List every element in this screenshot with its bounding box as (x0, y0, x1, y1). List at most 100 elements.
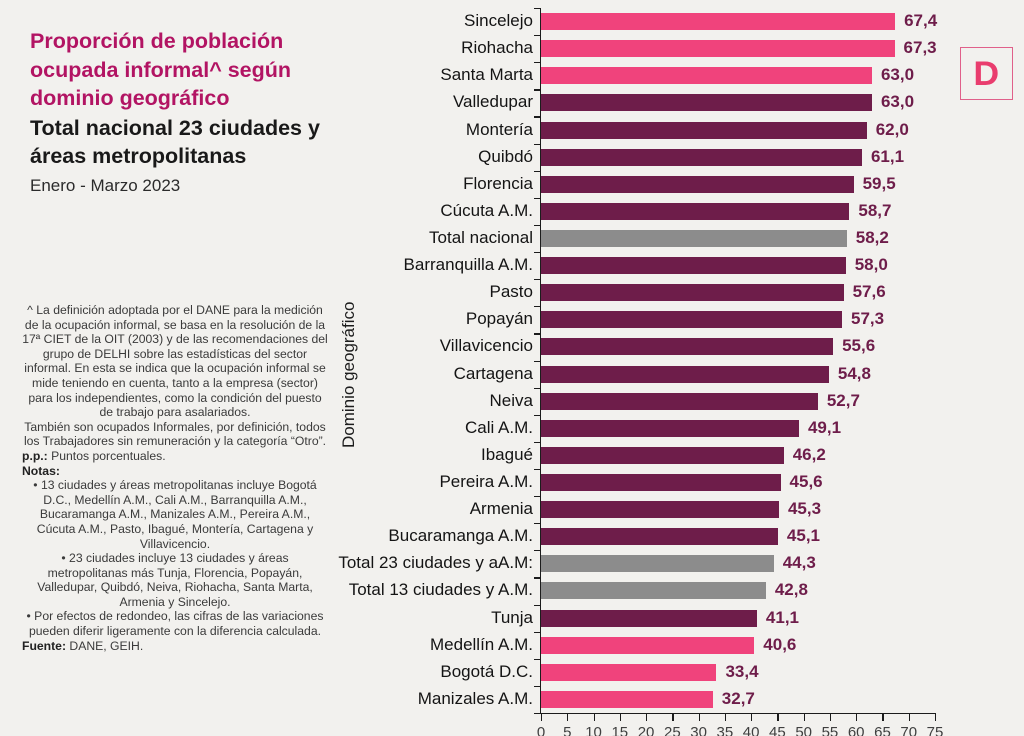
category-label: Santa Marta (440, 65, 533, 85)
category-label: Riohacha (461, 38, 533, 58)
y-axis-tick (534, 604, 540, 606)
value-label: 32,7 (721, 688, 755, 708)
category-label: Florencia (463, 173, 533, 193)
bar (541, 636, 755, 654)
dane-logo: D (960, 47, 1013, 100)
note-text: Puntos porcentuales. (47, 448, 166, 463)
value-label: 52,7 (826, 390, 860, 410)
x-axis-tick-label: 35 (716, 724, 734, 736)
category-label: Sincelejo (464, 11, 533, 31)
value-label: 63,0 (880, 65, 915, 85)
note-text: DANE, GEIH. (66, 638, 144, 653)
x-axis-tick (646, 714, 648, 721)
bar (541, 690, 713, 708)
y-axis-tick (534, 631, 540, 633)
y-axis-title: Dominio geográfico (339, 301, 358, 449)
x-axis-tick (567, 714, 569, 721)
y-axis-tick (534, 658, 540, 660)
value-label: 42,8 (774, 580, 808, 600)
x-axis-line (540, 713, 936, 715)
bar (541, 419, 799, 437)
bar (541, 284, 844, 302)
x-axis-tick-label: 50 (795, 724, 812, 736)
bar (541, 555, 774, 573)
category-label: Total nacional (429, 227, 533, 247)
note-line: Notas: (22, 464, 328, 479)
value-label: 61,1 (870, 146, 905, 166)
note-line: • Por efectos de redondeo, las cifras de… (22, 609, 328, 638)
x-axis-tick-label: 55 (821, 724, 839, 736)
y-axis-tick (534, 224, 540, 227)
y-axis-tick (534, 577, 540, 579)
category-label: Cúcuta A.M. (440, 200, 533, 220)
y-axis-line (540, 8, 542, 713)
y-axis-tick (534, 62, 540, 64)
x-axis-tick (856, 714, 858, 721)
bar (541, 392, 818, 410)
x-axis-tick-label: 60 (847, 724, 865, 736)
category-label: Tunja (491, 607, 533, 627)
y-axis-tick (534, 360, 540, 362)
bar (541, 13, 896, 31)
value-label: 45,3 (787, 499, 822, 519)
x-axis-tick (698, 714, 700, 721)
x-axis-tick-label: 10 (585, 724, 602, 736)
note-line: ^ La definición adoptada por el DANE par… (22, 303, 328, 420)
y-axis-tick (534, 116, 540, 118)
category-label: Neiva (489, 390, 533, 410)
category-label: Bucaramanga A.M. (388, 526, 533, 546)
value-label: 58,0 (854, 255, 888, 275)
note-line: p.p.: Puntos porcentuales. (22, 449, 328, 464)
category-label: Total 23 ciudades y aA.M: (338, 553, 533, 573)
bar (541, 202, 850, 220)
value-label: 33,4 (725, 661, 759, 681)
x-axis-tick-label: 30 (690, 724, 707, 736)
bar (541, 229, 847, 247)
x-axis-tick (672, 714, 674, 721)
note-line: También son ocupados Informales, por def… (22, 420, 328, 449)
bar (541, 148, 862, 166)
category-label: Bogotá D.C. (440, 661, 533, 681)
bar (541, 257, 846, 275)
y-axis-tick (534, 550, 540, 552)
x-axis-tick-label: 70 (900, 724, 918, 736)
value-label: 45,1 (786, 526, 821, 546)
y-axis-tick (534, 523, 540, 525)
y-axis-tick (534, 306, 540, 308)
x-axis-tick-label: 25 (663, 724, 681, 736)
x-axis-tick (829, 714, 832, 721)
value-label: 44,3 (782, 553, 816, 573)
note-text: También son ocupados Informales, por def… (23, 419, 327, 449)
value-label: 58,7 (858, 200, 892, 220)
dane-logo-letter: D (973, 54, 1000, 93)
x-axis-tick (777, 714, 779, 721)
category-label: Valledupar (452, 92, 533, 112)
value-label: 40,6 (763, 634, 797, 654)
y-axis-tick (534, 333, 540, 335)
note-text: • 13 ciudades y áreas metropolitanas inc… (33, 478, 317, 551)
x-axis-tick-label: 65 (874, 724, 891, 736)
category-label: Medellín A.M. (430, 634, 533, 654)
note-text: ^ La definición adoptada por el DANE par… (22, 303, 328, 420)
x-axis-tick (593, 714, 595, 721)
bar (541, 609, 757, 627)
note-bold-prefix: Fuente: (22, 638, 67, 653)
category-label: Villavicencio (439, 336, 533, 356)
bar (541, 663, 717, 681)
bar (541, 365, 829, 383)
value-label: 46,2 (792, 444, 826, 464)
category-label: Pasto (489, 282, 533, 302)
y-axis-tick (534, 35, 540, 37)
y-axis-tick (534, 441, 540, 444)
value-label: 63,0 (880, 92, 915, 112)
value-label: 54,8 (837, 363, 871, 383)
bar (541, 338, 834, 356)
bar (541, 94, 872, 112)
x-axis-tick (935, 714, 937, 721)
y-axis-tick (534, 468, 540, 471)
x-axis-tick-label: 0 (536, 724, 546, 736)
value-label: 55,6 (842, 336, 876, 356)
y-axis-tick (534, 496, 540, 498)
note-line: • 23 ciudades incluye 13 ciudades y área… (22, 551, 328, 609)
x-axis-tick (908, 714, 910, 721)
